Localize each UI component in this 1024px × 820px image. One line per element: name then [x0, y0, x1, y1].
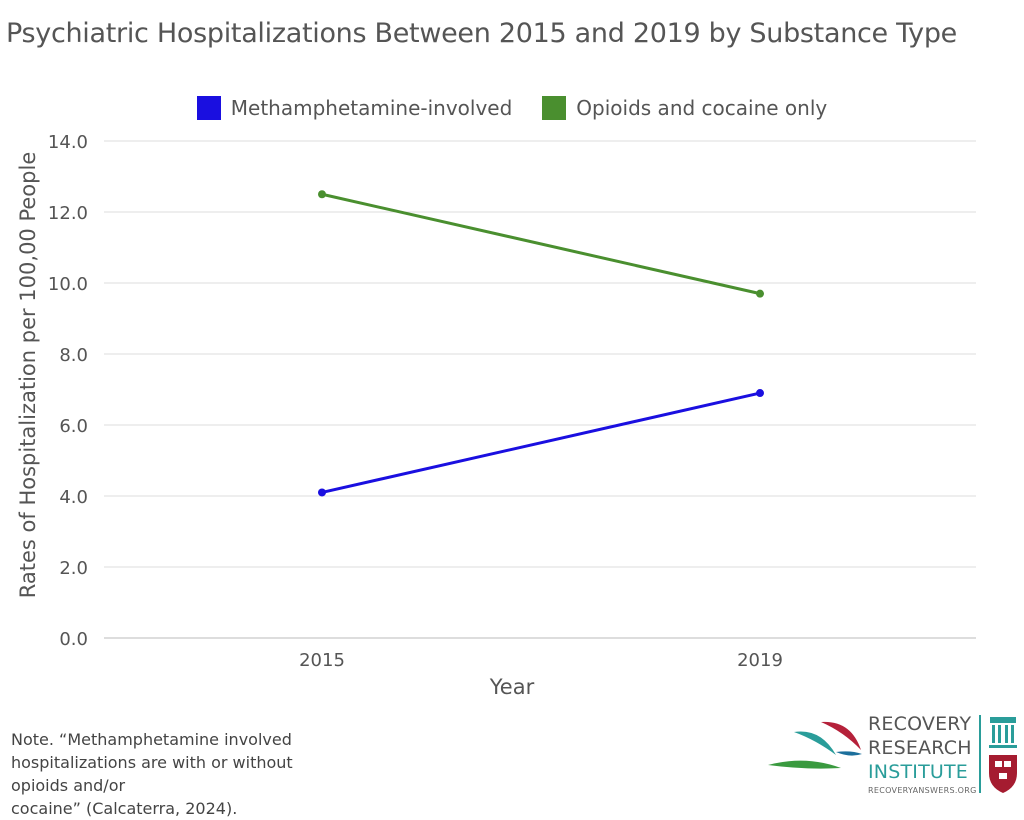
- chart-plot-area: 0.0 2.0 4.0 6.0 8.0 10.0 12.0 14.0 2015 2019: [48, 132, 976, 671]
- y-tick-label: 8.0: [59, 345, 88, 366]
- data-point: [756, 289, 764, 298]
- data-point: [756, 389, 764, 398]
- logo-line-2: RESEARCH: [868, 737, 972, 759]
- legend-item-meth[interactable]: Methamphetamine-involved: [196, 96, 513, 120]
- data-point: [318, 190, 326, 199]
- logo-line-1: RECOVERY: [868, 713, 972, 735]
- legend: Methamphetamine-involved Opioids and coc…: [0, 96, 1024, 120]
- chart-title: Psychiatric Hospitalizations Between 201…: [6, 18, 957, 49]
- y-tick-label: 12.0: [48, 203, 88, 224]
- legend-swatch-opioids: [542, 96, 567, 120]
- recovery-research-institute-logo: [768, 721, 862, 769]
- y-tick-label: 10.0: [48, 274, 88, 295]
- legend-item-opioids[interactable]: Opioids and cocaine only: [542, 96, 827, 120]
- logo-wordmark: RECOVERY RESEARCH INSTITUTE: [868, 712, 972, 784]
- footnote: Note. “Methamphetamine involved hospital…: [11, 728, 341, 820]
- legend-swatch-meth: [196, 96, 221, 120]
- logo-url: RECOVERYANSWERS.ORG: [868, 786, 977, 795]
- logo-divider: [979, 715, 981, 793]
- y-tick-label: 2.0: [59, 558, 88, 579]
- footnote-line-2: hospitalizations are with or without opi…: [11, 753, 293, 795]
- harvard-shield-icon: [989, 717, 1017, 793]
- series-line-1: [321, 192, 761, 296]
- footnote-line-1: Note. “Methamphetamine involved: [11, 730, 292, 749]
- y-tick-label: 4.0: [59, 487, 88, 508]
- data-point: [318, 488, 326, 497]
- legend-label-meth: Methamphetamine-involved: [230, 96, 513, 120]
- y-tick-label: 6.0: [59, 416, 88, 437]
- y-tick-label: 14.0: [48, 132, 88, 153]
- x-axis-label: Year: [489, 675, 535, 699]
- x-tick-label: 2015: [299, 650, 345, 671]
- logo-line-3: INSTITUTE: [868, 761, 969, 783]
- x-tick-label: 2019: [737, 650, 783, 671]
- y-tick-label: 0.0: [59, 629, 88, 650]
- series-line-0: [321, 391, 761, 494]
- legend-label-opioids: Opioids and cocaine only: [576, 96, 828, 120]
- footnote-line-3: cocaine” (Calcaterra, 2024).: [11, 799, 238, 818]
